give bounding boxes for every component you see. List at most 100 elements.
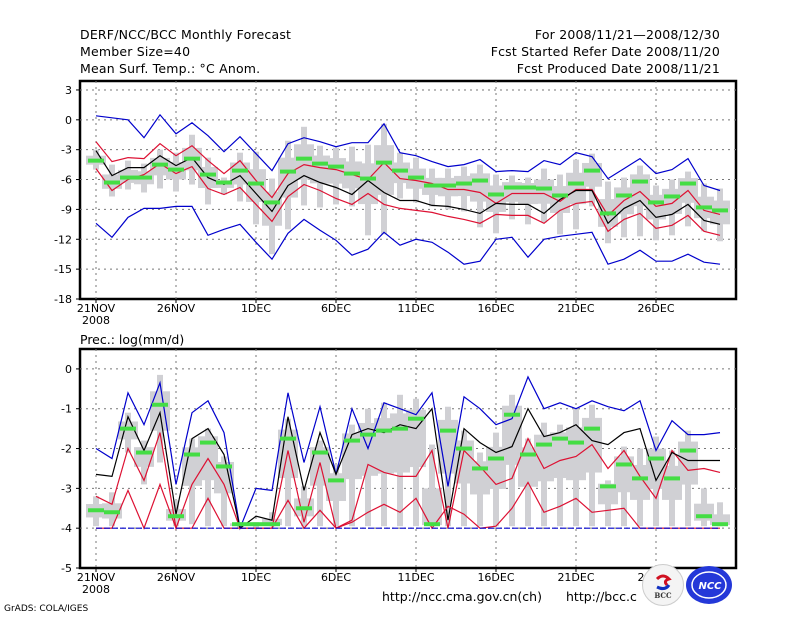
ncc-logo-text: NCC bbox=[698, 581, 722, 592]
temp-median-mark bbox=[88, 158, 104, 163]
temp-median-mark bbox=[184, 156, 200, 161]
bcc-url[interactable]: http://bcc.c bbox=[566, 589, 637, 604]
temp-median-mark bbox=[696, 205, 712, 210]
prec-median-mark bbox=[520, 452, 536, 457]
temp-median-mark bbox=[408, 175, 424, 180]
temp-median-mark bbox=[568, 181, 584, 186]
temp-series-mean bbox=[95, 150, 721, 225]
prec-iqr-box bbox=[406, 409, 426, 468]
prec-median-mark bbox=[696, 514, 712, 519]
prec-median-mark bbox=[88, 508, 104, 513]
prec-iqr-box bbox=[150, 391, 170, 431]
prec-median-mark bbox=[120, 426, 136, 431]
prec-xtick-label: 11DEC bbox=[397, 571, 434, 584]
temp-iqr-box bbox=[278, 157, 298, 198]
prec-median-mark bbox=[392, 426, 408, 431]
temp-xtick-year: 2008 bbox=[82, 314, 110, 327]
prec-median-mark bbox=[568, 440, 584, 445]
temp-median-mark bbox=[232, 168, 248, 173]
temp-median-mark bbox=[376, 160, 392, 165]
temp-iqr-box bbox=[486, 185, 506, 212]
temp-series-max bbox=[95, 113, 721, 192]
prec-median-mark bbox=[376, 428, 392, 433]
ncc-url[interactable]: http://ncc.cma.gov.cn(ch) bbox=[382, 589, 542, 604]
temp-iqr-box bbox=[566, 172, 586, 205]
prec-iqr-box bbox=[662, 465, 682, 500]
prec-xtick-label: 6DEC bbox=[321, 571, 351, 584]
temp-xtick-label: 21DEC bbox=[557, 302, 594, 315]
prec-median-mark bbox=[216, 464, 232, 469]
prec-median-mark bbox=[600, 484, 616, 489]
temp-median-mark bbox=[248, 181, 264, 186]
prec-median-mark bbox=[328, 478, 344, 483]
temp-iqr-box bbox=[262, 191, 282, 226]
prec-median-mark bbox=[264, 522, 280, 527]
product-title: DERF/NCC/BCC Monthly Forecast bbox=[80, 27, 292, 42]
prec-ytick-label: -3 bbox=[61, 482, 72, 495]
temp-xtick-label: 1DEC bbox=[241, 302, 271, 315]
temp-median-mark bbox=[264, 200, 280, 205]
prec-iqr-box bbox=[310, 447, 330, 486]
header-left: DERF/NCC/BCC Monthly Forecast Member Siz… bbox=[80, 26, 291, 77]
prec-median-mark bbox=[408, 416, 424, 421]
prec-iqr-box bbox=[710, 514, 730, 526]
forecast-period: For 2008/11/21—2008/12/30 bbox=[534, 27, 720, 42]
prec-median-mark bbox=[536, 442, 552, 447]
temp-iqr-box bbox=[150, 157, 170, 176]
temp-median-mark bbox=[680, 181, 696, 186]
prec-median-mark bbox=[552, 436, 568, 441]
temp-series-lower bbox=[95, 162, 721, 236]
forecast-produced-date: Fcst Produced Date 2008/11/21 bbox=[516, 61, 720, 76]
temp-median-mark bbox=[488, 192, 504, 197]
prec-iqr-box bbox=[262, 518, 282, 526]
prec-ytick-label: 0 bbox=[65, 363, 72, 376]
temp-median-mark bbox=[168, 167, 184, 172]
prec-iqr-box bbox=[214, 461, 234, 494]
prec-median-mark bbox=[616, 462, 632, 467]
temp-iqr-box bbox=[534, 179, 554, 204]
temp-median-mark bbox=[584, 168, 600, 173]
temp-median-mark bbox=[280, 169, 296, 174]
prec-median-mark bbox=[648, 456, 664, 461]
prec-ytick-label: -5 bbox=[61, 562, 72, 575]
prec-median-mark bbox=[472, 466, 488, 471]
temp-ytick-label: -15 bbox=[54, 263, 72, 276]
prec-iqr-box bbox=[342, 433, 362, 480]
prec-iqr-box bbox=[678, 441, 698, 485]
bcc-logo-text: BCC bbox=[654, 591, 672, 600]
prec-median-mark bbox=[584, 426, 600, 431]
prec-xtick-year: 2008 bbox=[82, 583, 110, 596]
temp-median-mark bbox=[200, 172, 216, 177]
temp-median-mark bbox=[424, 183, 440, 188]
prec-median-mark bbox=[504, 412, 520, 417]
temp-median-mark bbox=[520, 185, 536, 190]
temp-median-mark bbox=[616, 193, 632, 198]
prec-spread-bar bbox=[717, 502, 723, 527]
temp-iqr-box bbox=[326, 158, 346, 184]
prec-median-mark bbox=[344, 438, 360, 443]
prec-iqr-box bbox=[550, 432, 570, 479]
prec-median-mark bbox=[424, 522, 440, 527]
prec-iqr-box bbox=[422, 488, 442, 526]
temp-ytick-label: 0 bbox=[65, 114, 72, 127]
prec-median-mark bbox=[360, 432, 376, 437]
temp-median-mark bbox=[344, 171, 360, 176]
temp-xtick-label: 11DEC bbox=[397, 302, 434, 315]
temp-median-mark bbox=[328, 164, 344, 169]
prec-median-mark bbox=[456, 446, 472, 451]
temp-ytick-label: -9 bbox=[61, 203, 72, 216]
temp-median-mark bbox=[504, 185, 520, 190]
ncc-logo: NCC bbox=[686, 566, 732, 604]
prec-xtick-label: 26NOV bbox=[157, 571, 196, 584]
temp-ytick-label: -3 bbox=[61, 144, 72, 157]
prec-panel-title: Prec.: log(mm/d) bbox=[80, 332, 184, 347]
prec-iqr-box bbox=[518, 447, 538, 487]
temp-ytick-label: -12 bbox=[54, 233, 72, 246]
member-size: Member Size=40 bbox=[80, 44, 191, 59]
temp-iqr-box bbox=[294, 144, 314, 180]
prec-median-mark bbox=[200, 440, 216, 445]
prec-median-mark bbox=[680, 448, 696, 453]
temp-median-mark bbox=[216, 180, 232, 185]
